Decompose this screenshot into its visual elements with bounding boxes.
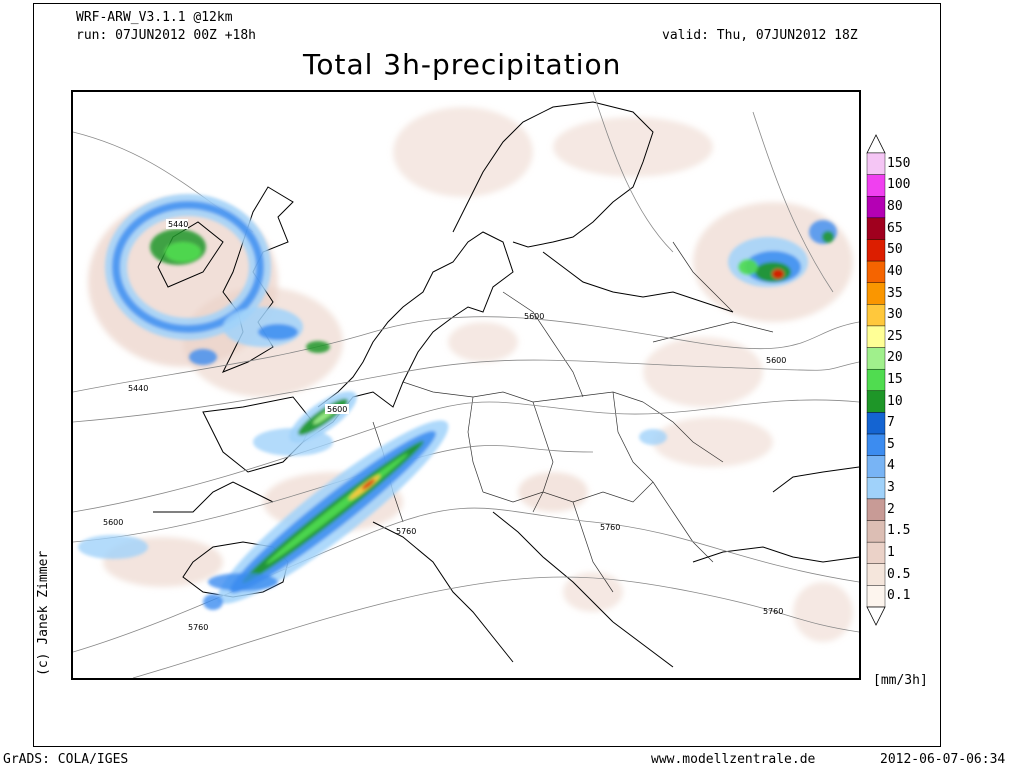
contour-label: 5600: [524, 312, 544, 321]
legend-swatch: [866, 541, 886, 564]
valid-label: valid: Thu, 07JUN2012 18Z: [662, 28, 858, 43]
legend-label: 40: [887, 263, 903, 279]
legend-swatch: [866, 520, 886, 543]
legend-label: 7: [887, 415, 895, 431]
legend-swatch: [866, 217, 886, 240]
contour-label: 5760: [396, 527, 416, 536]
light-precip-layer: [88, 107, 853, 642]
legend-label: 1: [887, 544, 895, 560]
legend-swatch: [866, 412, 886, 435]
legend-label: 10: [887, 393, 903, 409]
legend-label: 20: [887, 350, 903, 366]
legend-bottom-arrow: [866, 606, 886, 626]
legend-label: 35: [887, 285, 903, 301]
legend-swatch: [866, 585, 886, 608]
legend-label: 50: [887, 242, 903, 258]
footer-website: www.modellzentrale.de: [651, 752, 816, 767]
legend-swatch: [866, 260, 886, 283]
legend-top-arrow: [866, 134, 886, 154]
color-legend: [866, 134, 886, 626]
credit-label: (c) Janek Zimmer: [36, 550, 51, 676]
height-contours: [73, 92, 859, 678]
footer-timestamp: 2012-06-07-06:34: [880, 752, 1006, 767]
legend-swatch: [866, 304, 886, 327]
legend-unit: [mm/3h]: [873, 673, 928, 688]
legend-label: 0.1: [887, 588, 911, 604]
legend-swatch: [866, 368, 886, 392]
legend-swatch: [866, 282, 886, 305]
precipitation-map: 5440 5600 5440 5600 5600 5760 5760 5600 …: [71, 90, 861, 680]
legend-swatch: [866, 477, 886, 500]
plot-frame: [33, 3, 941, 747]
legend-label: 80: [887, 199, 903, 215]
legend-label: 25: [887, 328, 903, 344]
legend-swatch: [866, 433, 886, 456]
contour-label: 5760: [763, 607, 783, 616]
legend-label: 4: [887, 458, 895, 474]
legend-label: 3: [887, 480, 895, 496]
legend-swatch: [866, 390, 886, 413]
legend-swatch: [866, 196, 886, 219]
legend-label: 1.5: [887, 523, 911, 539]
contour-label: 5760: [188, 623, 208, 632]
legend-swatch: [866, 347, 886, 370]
legend-swatch: [866, 563, 886, 586]
legend-label: 30: [887, 307, 903, 323]
legend-swatch: [866, 498, 886, 521]
legend-swatch: [866, 455, 886, 478]
legend-swatch: [866, 152, 886, 175]
model-label: WRF-ARW_V3.1.1 @12km: [76, 10, 233, 25]
legend-label: 0.5: [887, 566, 911, 582]
heavy-precip-layer: [78, 194, 837, 610]
contour-label: 5760: [600, 523, 620, 532]
contour-label: 5600: [103, 518, 123, 527]
contour-labels: 5440 5600 5440 5600 5600 5760 5760 5600 …: [103, 219, 786, 632]
contour-label: 5600: [327, 405, 347, 414]
contour-label: 5440: [128, 384, 148, 393]
legend-label: 5: [887, 436, 895, 452]
map-svg: 5440 5600 5440 5600 5600 5760 5760 5600 …: [73, 92, 859, 678]
legend-swatch: [866, 174, 886, 197]
legend-label: 100: [887, 177, 911, 193]
contour-label: 5600: [766, 356, 786, 365]
legend-label: 15: [887, 372, 903, 387]
legend-label: 150: [887, 155, 911, 171]
chart-title: Total 3h-precipitation: [303, 48, 622, 81]
legend-swatch: [866, 239, 886, 262]
borders: [372, 241, 774, 593]
legend-label: 65: [887, 220, 903, 236]
contour-label: 5440: [168, 220, 188, 229]
footer-grads: GrADS: COLA/IGES: [3, 752, 129, 767]
run-label: run: 07JUN2012 00Z +18h: [76, 28, 257, 43]
legend-label: 2: [887, 501, 895, 517]
legend-swatch: [866, 325, 886, 348]
